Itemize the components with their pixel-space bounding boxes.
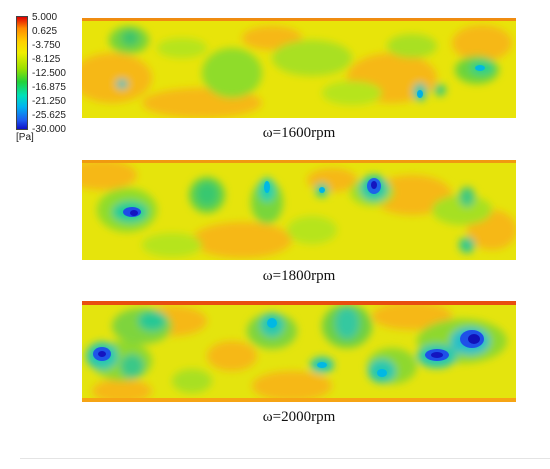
pressure-contour-1800rpm bbox=[82, 160, 516, 260]
panel-caption-1800rpm: ω=1800rpm bbox=[262, 268, 336, 284]
colorbar-tick: 5.000 bbox=[32, 12, 58, 23]
colorbar-tick: -30.000 bbox=[32, 124, 66, 135]
divider bbox=[20, 458, 550, 459]
colorbar-tick: 0.625 bbox=[32, 26, 58, 37]
colorbar-tick: -16.875 bbox=[32, 82, 66, 93]
colorbar-unit: [Pa] bbox=[16, 132, 34, 143]
colorbar-tick: -25.625 bbox=[32, 110, 66, 121]
colorbar bbox=[16, 16, 28, 130]
colorbar-tick: -21.250 bbox=[32, 96, 66, 107]
colorbar-tick: -12.500 bbox=[32, 68, 66, 79]
panel-caption-2000rpm: ω=2000rpm bbox=[262, 409, 336, 425]
panel-caption-1600rpm: ω=1600rpm bbox=[262, 125, 336, 141]
colorbar-tick: -3.750 bbox=[32, 40, 61, 51]
pressure-contour-1600rpm bbox=[82, 18, 516, 118]
colorbar-tick: -8.125 bbox=[32, 54, 61, 65]
pressure-contour-2000rpm bbox=[82, 301, 516, 402]
